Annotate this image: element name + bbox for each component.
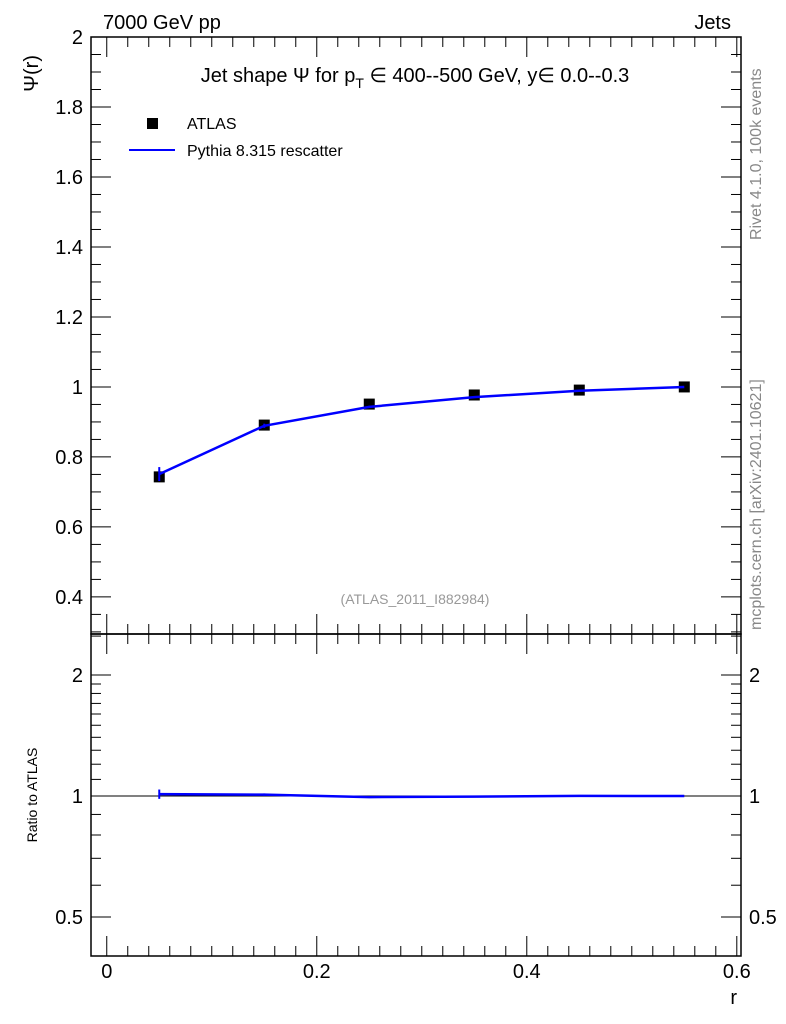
ratio-y-axis-label: Ratio to ATLAS: [24, 748, 40, 843]
ratio-y-tick-label: 2: [72, 665, 83, 687]
legend-marker-atlas: [147, 118, 158, 129]
ratio-y-tick-label-right: 1: [749, 786, 760, 808]
ratio-y-tick-label: 1: [72, 786, 83, 808]
watermark: (ATLAS_2011_I882984): [341, 591, 490, 607]
y-axis-label: Ψ(r): [21, 55, 43, 92]
x-axis-label: r: [730, 987, 737, 1009]
ratio-plot-frame: [90, 633, 742, 957]
chart-title: Jet shape Ψ for pT ∈ 400--500 GeV, y∈ 0.…: [201, 65, 630, 91]
x-tick-label: 0.6: [723, 961, 751, 983]
x-tick-label: 0: [101, 961, 112, 983]
ratio-y-tick-label-right: 0.5: [749, 907, 777, 929]
x-tick-label: 0.2: [303, 961, 331, 983]
y-tick-label: 1: [72, 377, 83, 399]
header-right: Jets: [694, 12, 731, 34]
x-tick-label: 0.4: [513, 961, 541, 983]
ratio-y-tick-label-right: 2: [749, 665, 760, 687]
header-left: 7000 GeV pp: [103, 12, 221, 34]
y-tick-label: 1.6: [55, 167, 83, 189]
y-tick-label: 0.6: [55, 517, 83, 539]
legend: ATLAS Pythia 8.315 rescatter: [129, 116, 343, 160]
y-tick-label: 0.8: [55, 447, 83, 469]
y-tick-label: 0.4: [55, 587, 83, 609]
atlas-data-point: [468, 389, 480, 401]
legend-label-pythia: Pythia 8.315 rescatter: [187, 143, 343, 160]
legend-label-atlas: ATLAS: [187, 116, 237, 133]
y-tick-label: 1.4: [55, 237, 83, 259]
side-label-bottom: mcplots.cern.ch [arXiv:2401.10621]: [748, 379, 765, 630]
atlas-data-point: [363, 398, 375, 410]
ratio-pythia-line: [159, 792, 685, 799]
y-tick-label: 1.8: [55, 97, 83, 119]
side-label-top: Rivet 4.1.0, 100k events: [748, 68, 765, 240]
ratio-y-tick-label: 0.5: [55, 907, 83, 929]
pythia-line: [158, 385, 685, 476]
y-tick-label: 1.2: [55, 307, 83, 329]
y-tick-label: 2: [72, 27, 83, 49]
